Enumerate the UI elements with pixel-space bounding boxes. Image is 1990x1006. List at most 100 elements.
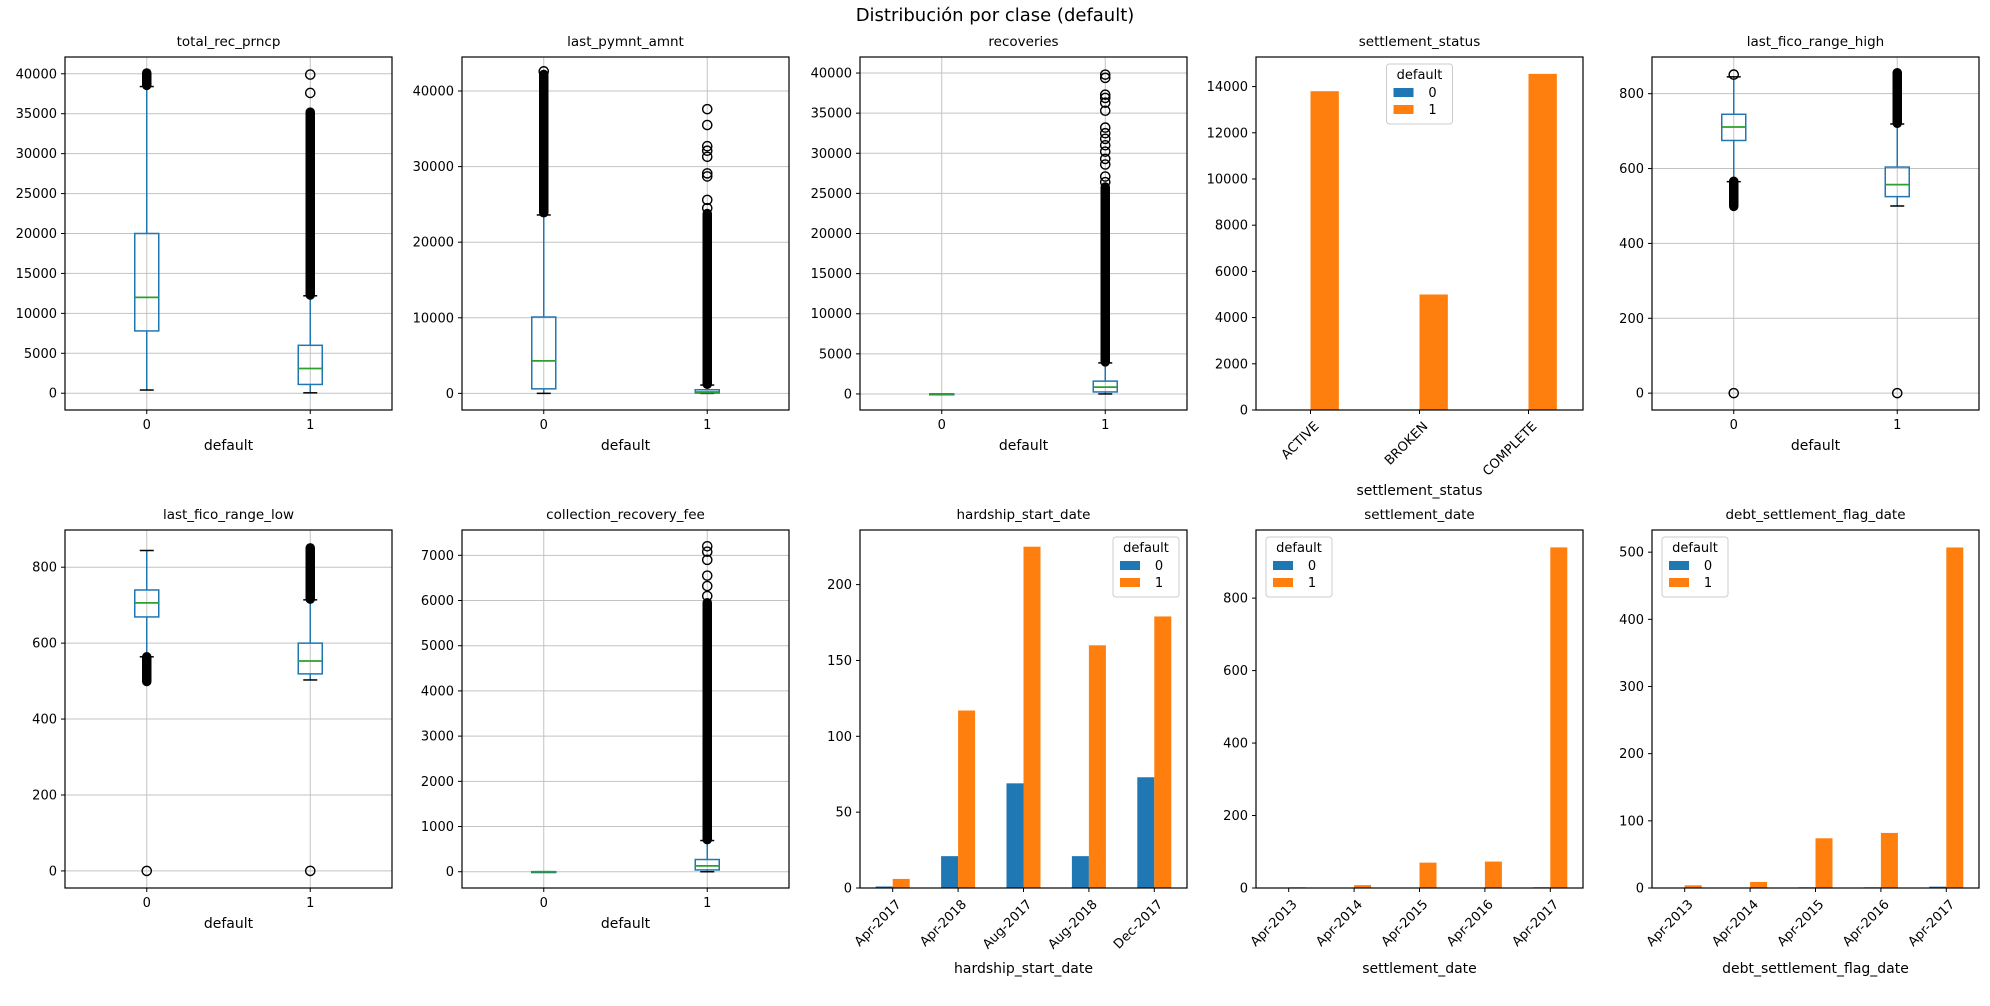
svg-text:200: 200 [1619,747,1644,762]
svg-text:Apr-2017: Apr-2017 [852,897,905,950]
svg-text:Apr-2018: Apr-2018 [917,897,970,950]
svg-text:default: default [1123,541,1169,556]
svg-text:6000: 6000 [1215,265,1248,280]
svg-text:default: default [204,438,254,454]
bar-hardship_start_date-Apr-2018-class1 [958,711,975,888]
svg-text:0: 0 [143,896,151,911]
svg-text:2000: 2000 [1215,357,1248,372]
svg-text:default: default [601,438,651,454]
svg-text:0: 0 [446,387,454,402]
svg-text:500: 500 [1619,546,1644,561]
svg-text:5000: 5000 [421,639,454,654]
svg-text:2000: 2000 [421,775,454,790]
svg-text:1: 1 [703,896,711,911]
bar-debt_settlement_flag_date-Apr-2014-class1 [1750,882,1767,888]
legend-swatch-0 [1669,561,1689,570]
bar-settlement_date-Apr-2017-class1 [1550,547,1567,888]
svg-text:600: 600 [1223,664,1248,679]
bar-settlement_status-BROKEN-class1 [1420,294,1448,410]
svg-text:15000: 15000 [811,267,852,282]
svg-text:200: 200 [827,578,852,593]
bar-debt_settlement_flag_date-Apr-2017-class1 [1946,547,1963,888]
svg-text:0: 0 [49,864,57,879]
bar-hardship_start_date-Aug-2018-class0 [1072,856,1089,888]
svg-text:200: 200 [1619,312,1644,327]
legend-swatch-1 [1394,105,1414,114]
svg-text:30000: 30000 [811,147,852,162]
bar-hardship_start_date-Aug-2017-class1 [1024,547,1041,888]
legend-swatch-0 [1273,561,1293,570]
svg-text:0: 0 [446,865,454,880]
svg-text:Apr-2013: Apr-2013 [1644,897,1697,950]
bar-settlement_date-Apr-2016-class1 [1485,862,1502,888]
svg-text:0: 0 [143,418,151,433]
svg-text:35000: 35000 [811,107,852,122]
svg-text:25000: 25000 [811,187,852,202]
svg-text:0: 0 [1636,387,1644,402]
svg-text:0: 0 [1240,404,1248,419]
svg-text:hardship_start_date: hardship_start_date [954,961,1093,977]
svg-text:0: 0 [938,418,946,433]
svg-text:0: 0 [1704,559,1712,574]
svg-text:20000: 20000 [413,236,454,251]
svg-text:10000: 10000 [811,307,852,322]
bar-hardship_start_date-Apr-2018-class0 [941,856,958,888]
svg-text:debt_settlement_flag_date: debt_settlement_flag_date [1722,961,1909,977]
svg-text:14000: 14000 [1207,80,1248,95]
svg-text:100: 100 [1619,814,1644,829]
svg-text:ACTIVE: ACTIVE [1279,419,1323,463]
svg-text:40000: 40000 [811,67,852,82]
svg-text:20000: 20000 [811,227,852,242]
bar-hardship_start_date-Dec-2017-class0 [1137,777,1154,888]
svg-text:1: 1 [1155,576,1163,591]
svg-text:600: 600 [32,637,57,652]
svg-text:default: default [1276,541,1322,556]
svg-text:default: default [601,916,651,932]
bar-hardship_start_date-Apr-2017-class1 [893,879,910,888]
svg-text:COMPLETE: COMPLETE [1480,419,1540,479]
svg-text:1000: 1000 [421,820,454,835]
svg-text:Apr-2015: Apr-2015 [1775,897,1828,950]
svg-text:4000: 4000 [421,684,454,699]
svg-text:default: default [1397,68,1443,83]
svg-text:last_pymnt_amnt: last_pymnt_amnt [567,34,684,50]
svg-text:1: 1 [1101,418,1109,433]
svg-text:800: 800 [32,561,57,576]
svg-text:0: 0 [844,387,852,402]
svg-text:Apr-2016: Apr-2016 [1444,897,1497,950]
svg-text:0: 0 [540,896,548,911]
svg-text:10000: 10000 [16,307,57,322]
svg-text:Apr-2014: Apr-2014 [1313,897,1366,950]
svg-text:Apr-2013: Apr-2013 [1248,897,1301,950]
svg-text:12000: 12000 [1207,126,1248,141]
svg-text:collection_recovery_fee: collection_recovery_fee [546,507,705,523]
svg-text:1: 1 [1308,576,1316,591]
svg-text:Apr-2017: Apr-2017 [1905,897,1958,950]
svg-text:default: default [999,438,1049,454]
svg-text:400: 400 [1619,237,1644,252]
svg-text:Apr-2017: Apr-2017 [1509,897,1562,950]
svg-text:Apr-2014: Apr-2014 [1709,897,1762,950]
bar-debt_settlement_flag_date-Apr-2016-class1 [1881,833,1898,888]
bar-hardship_start_date-Dec-2017-class1 [1154,616,1171,888]
svg-text:5000: 5000 [24,347,57,362]
legend-swatch-1 [1669,578,1689,587]
svg-text:Aug-2017: Aug-2017 [980,897,1035,952]
svg-text:40000: 40000 [16,67,57,82]
svg-text:hardship_start_date: hardship_start_date [956,507,1090,523]
svg-text:Apr-2015: Apr-2015 [1379,897,1432,950]
svg-text:20000: 20000 [16,227,57,242]
svg-text:8000: 8000 [1215,219,1248,234]
svg-text:0: 0 [1308,559,1316,574]
svg-text:50: 50 [835,806,852,821]
